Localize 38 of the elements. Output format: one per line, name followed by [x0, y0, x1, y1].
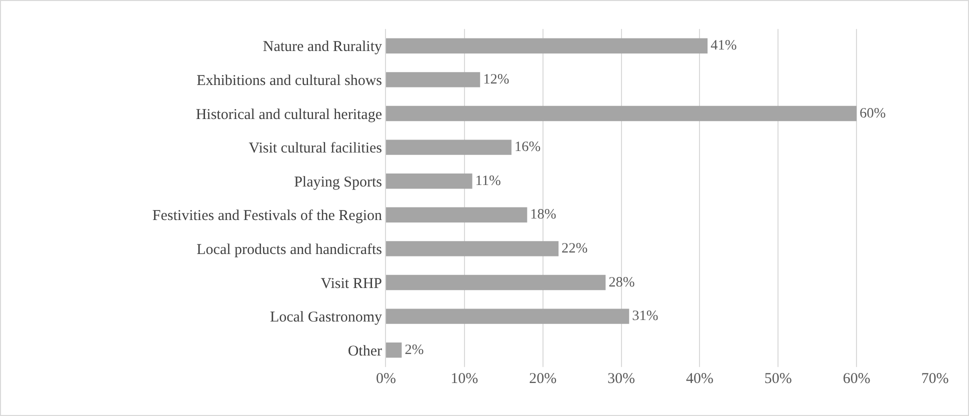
x-tick-label: 40%: [686, 371, 714, 387]
data-label: 31%: [632, 308, 658, 324]
data-label: 41%: [710, 38, 737, 54]
y-tick-label: Local products and handicrafts: [196, 242, 382, 258]
y-tick-label: Festivities and Festivals of the Region: [152, 208, 382, 224]
bar: [386, 207, 528, 223]
y-tick-label: Nature and Rurality: [262, 39, 382, 56]
data-label: 22%: [562, 240, 588, 257]
data-label: 18%: [530, 206, 556, 223]
bar: [386, 342, 402, 358]
x-tick-label: 60%: [842, 371, 870, 387]
data-label: 60%: [860, 105, 886, 122]
y-tick-label: Visit cultural facilities: [248, 140, 382, 157]
data-label: 12%: [483, 72, 510, 88]
bar: [386, 140, 512, 155]
bar: [386, 38, 708, 54]
x-tick-label: 20%: [529, 371, 557, 387]
bar: [386, 308, 630, 324]
y-tick-label: Local Gastronomy: [270, 310, 382, 326]
y-tick-label: Historical and cultural heritage: [196, 106, 382, 123]
bar: [386, 274, 606, 290]
data-label: 28%: [608, 274, 635, 290]
data-label: 2%: [404, 342, 424, 358]
y-tick-label: Visit RHP: [320, 276, 382, 292]
bar: [386, 241, 559, 256]
bar: [386, 106, 857, 122]
x-tick-label: 70%: [921, 371, 949, 387]
x-tick-label: 10%: [450, 371, 478, 387]
x-tick-label: 50%: [764, 371, 792, 387]
data-label: 11%: [475, 172, 502, 189]
y-tick-label: Exhibitions and cultural shows: [196, 72, 382, 89]
data-label: 16%: [514, 139, 541, 156]
x-tick-label: 0%: [376, 371, 396, 387]
y-tick-label: Other: [348, 343, 382, 360]
bar: [386, 173, 472, 189]
y-tick-label: Playing Sports: [294, 174, 382, 190]
bar: [386, 72, 480, 88]
x-tick-label: 30%: [608, 371, 636, 387]
